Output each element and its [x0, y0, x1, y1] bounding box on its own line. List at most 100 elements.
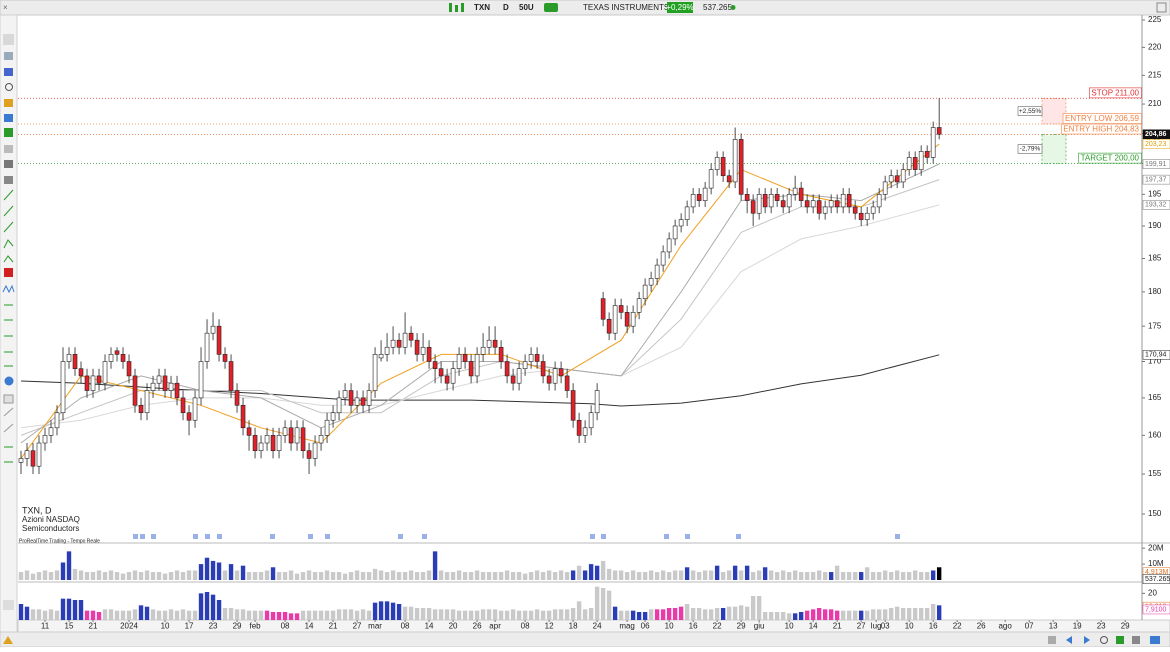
event-icon[interactable]: [325, 534, 330, 539]
candle-body: [606, 318, 612, 334]
x-tick-label: 08: [281, 622, 290, 631]
tool[interactable]: [4, 268, 13, 277]
tool[interactable]: [3, 205, 14, 217]
x-tick-label: 21: [833, 622, 842, 631]
tool[interactable]: [3, 189, 14, 201]
volume-bar: [324, 570, 330, 580]
event-icon[interactable]: [685, 534, 690, 539]
event-icon[interactable]: [217, 534, 222, 539]
tool[interactable]: [1116, 636, 1124, 644]
level-label: TARGET 200,00: [1081, 154, 1140, 163]
volume-bar: [156, 572, 162, 580]
event-icon[interactable]: [895, 534, 900, 539]
period[interactable]: D: [503, 3, 509, 12]
tool[interactable]: [4, 99, 13, 107]
event-icon[interactable]: [193, 534, 198, 539]
tool[interactable]: [5, 83, 13, 91]
toolbar-bg: [0, 0, 1170, 16]
volume-bar: [276, 612, 282, 620]
volume-bar: [132, 609, 138, 620]
x-tick-label: giu: [754, 622, 765, 631]
event-icon[interactable]: [398, 534, 403, 539]
event-icon[interactable]: [422, 534, 427, 539]
tool[interactable]: [1132, 636, 1140, 644]
x-tick-label: feb: [249, 622, 261, 631]
tool[interactable]: [4, 145, 13, 153]
event-icon[interactable]: [601, 534, 606, 539]
chart-type-icon[interactable]: [544, 3, 558, 12]
chart-icon[interactable]: [455, 5, 458, 12]
volume-bar: [648, 570, 654, 580]
volume-bar: [654, 609, 660, 620]
candle-body: [870, 206, 876, 214]
volume-bar: [630, 610, 636, 620]
volume-bar: [402, 572, 408, 580]
chart-icon[interactable]: [449, 3, 452, 12]
level-label: ENTRY LOW 206,59: [1065, 114, 1140, 123]
symbol[interactable]: TXN: [474, 3, 490, 12]
candle-body: [162, 375, 168, 391]
candle-body: [798, 187, 804, 201]
level-label-box: [1078, 152, 1142, 164]
tool[interactable]: [1100, 636, 1108, 644]
tool[interactable]: [3, 600, 14, 610]
event-icon[interactable]: [736, 534, 741, 539]
tool[interactable]: [3, 394, 14, 404]
volume-bar: [408, 570, 414, 580]
units[interactable]: 50U: [519, 3, 534, 12]
volume-bar: [708, 570, 714, 580]
tool[interactable]: [3, 255, 14, 263]
close-button[interactable]: ×: [3, 3, 8, 12]
event-icon[interactable]: [205, 534, 210, 539]
risk-zone: [1041, 97, 1067, 125]
candle-body: [156, 375, 162, 384]
candle-body: [690, 194, 696, 208]
event-icon[interactable]: [133, 534, 138, 539]
candle-body: [246, 427, 252, 436]
candle-body: [510, 375, 516, 384]
event-icon[interactable]: [590, 534, 595, 539]
tool[interactable]: [1048, 636, 1056, 644]
tool[interactable]: [3, 221, 14, 233]
tool[interactable]: [3, 239, 14, 249]
tool[interactable]: [4, 160, 13, 168]
y-tick-label: 220: [1148, 42, 1162, 51]
tool[interactable]: [4, 68, 13, 76]
volume-bar: [468, 572, 474, 580]
volume-bar: [66, 598, 72, 620]
event-icon[interactable]: [308, 534, 313, 539]
candle-body: [600, 298, 606, 320]
candle-body: [570, 390, 576, 421]
tool[interactable]: [3, 34, 14, 45]
event-icon[interactable]: [151, 534, 156, 539]
event-icon[interactable]: [270, 534, 275, 539]
volume-bar: [930, 570, 936, 580]
undo[interactable]: [1066, 636, 1072, 644]
volume-bar: [906, 572, 912, 580]
tool[interactable]: [3, 407, 14, 417]
tool[interactable]: [4, 52, 13, 60]
volume-bar: [408, 606, 414, 620]
x-tick-label: apr: [489, 622, 501, 631]
tool[interactable]: [2, 284, 15, 294]
tool[interactable]: [4, 176, 13, 184]
volume-bar: [144, 606, 150, 620]
x-tick-label: 23: [1097, 622, 1106, 631]
volume-bar: [150, 609, 156, 620]
event-icon[interactable]: [664, 534, 669, 539]
candle-body: [564, 375, 570, 391]
tool[interactable]: [4, 376, 14, 386]
volume-bar: [162, 573, 168, 580]
chart-icon[interactable]: [461, 3, 464, 12]
event-icon[interactable]: [140, 534, 145, 539]
redo[interactable]: [1084, 636, 1090, 644]
volume-bar: [18, 572, 24, 580]
volume-bar: [732, 606, 738, 620]
candle-body: [882, 181, 888, 195]
tool[interactable]: [4, 128, 13, 137]
tool[interactable]: [4, 114, 13, 122]
maximize-button[interactable]: [1156, 2, 1167, 13]
tool[interactable]: [3, 636, 13, 644]
tool[interactable]: [3, 423, 14, 433]
tool[interactable]: [1150, 636, 1160, 644]
